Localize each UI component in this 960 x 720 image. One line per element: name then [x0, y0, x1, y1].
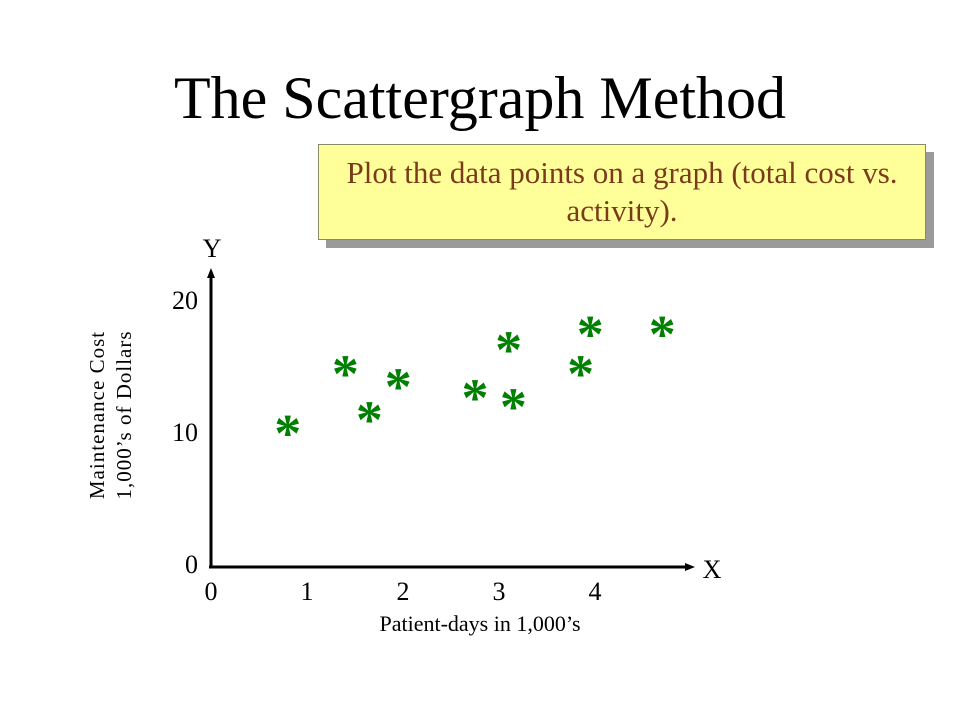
- data-point: *: [274, 403, 301, 463]
- data-point: *: [385, 357, 412, 417]
- x-tick-label: 1: [301, 577, 314, 606]
- data-point: *: [500, 377, 527, 437]
- data-point: *: [495, 320, 522, 380]
- y-tick-label: 20: [172, 286, 198, 315]
- y-axis-label-line-2: 1,000’s of Dollars: [112, 330, 136, 500]
- tick-labels: 0 1 2 3 4 0 10 20: [172, 286, 602, 606]
- y-axis-letter: Y: [203, 234, 222, 263]
- y-axis-label: Maintenance Cost 1,000’s of Dollars: [84, 330, 138, 499]
- x-axis-letter: X: [703, 555, 722, 584]
- callout-box: Plot the data points on a graph (total c…: [318, 144, 926, 240]
- data-point: *: [649, 304, 676, 364]
- data-point: *: [567, 344, 594, 404]
- y-tick-label: 0: [185, 550, 198, 579]
- x-tick-label: 3: [493, 577, 506, 606]
- slide-title: The Scattergraph Method: [173, 65, 787, 131]
- x-tick-label: 2: [397, 577, 410, 606]
- x-tick-label: 0: [205, 577, 218, 606]
- x-axis-label: Patient-days in 1,000’s: [379, 611, 580, 636]
- y-tick-label: 10: [172, 418, 198, 447]
- data-point: *: [577, 304, 604, 364]
- data-point: *: [332, 344, 359, 404]
- y-axis-label-line-1: Maintenance Cost: [85, 330, 109, 500]
- callout-text: Plot the data points on a graph (total c…: [346, 155, 898, 228]
- data-points: **** ***** *: [274, 304, 675, 463]
- data-point: *: [462, 368, 489, 428]
- x-tick-label: 4: [589, 577, 602, 606]
- data-point: *: [356, 390, 383, 450]
